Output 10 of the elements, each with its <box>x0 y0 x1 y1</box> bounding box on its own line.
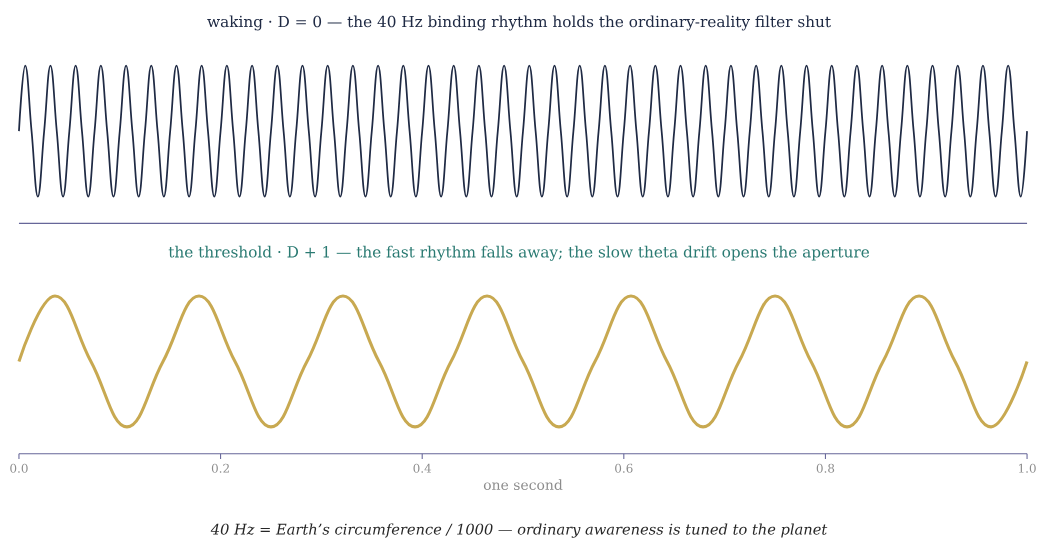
x-tick-label: 0.6 <box>615 463 633 473</box>
x-tick-label: 0.4 <box>413 463 432 473</box>
x-tick-label: 1.0 <box>1019 463 1036 473</box>
x-tick-label: 0.0 <box>10 463 28 473</box>
chart-title: waking · D = 0 — the 40 Hz binding rhythm holds the ordinary-reality filter shut <box>207 15 831 31</box>
x-axis-title: one second <box>483 479 563 490</box>
x-tick-label: 0.8 <box>816 463 835 473</box>
x-tick-label: 0.2 <box>211 463 229 473</box>
text: 40 Hz = Earth’s circumference / 1000 — ordinary awareness is tuned to the planet <box>210 523 828 538</box>
chart-title: the threshold · D + 1 — the fast rhythm falls away; the slow theta drift opens the aperture <box>168 245 870 261</box>
